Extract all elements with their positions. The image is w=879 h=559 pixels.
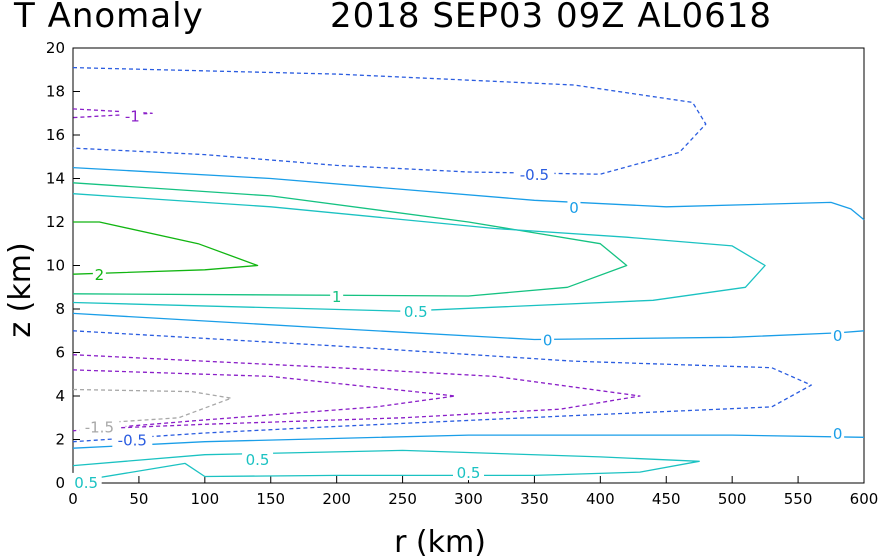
contour-label: 0	[833, 425, 843, 443]
y-tick-label: 8	[55, 300, 65, 318]
contour-line-neg0p5	[72, 330, 812, 443]
contour-label-background	[330, 286, 344, 304]
contour-line-1	[72, 182, 628, 297]
contour-label: -0.5	[118, 432, 147, 450]
contour-label-background	[70, 472, 102, 490]
y-tick-label: 14	[46, 170, 65, 188]
contour-label: 0	[833, 327, 843, 345]
contour-label-background	[242, 450, 274, 468]
x-tick-label: 350	[520, 490, 549, 508]
contour-label: 0.5	[404, 303, 428, 321]
contour-line-0	[72, 166, 865, 221]
contour-label: 0	[543, 331, 553, 349]
x-tick-label: 100	[191, 490, 220, 508]
contour-lines	[72, 66, 865, 483]
x-tick-label: 400	[586, 490, 615, 508]
contour-label-background	[92, 265, 106, 283]
contour-line-0	[72, 312, 865, 341]
contour-label: -1	[125, 107, 140, 125]
x-tick-label: 600	[850, 490, 879, 508]
contour-line-neg1	[72, 354, 641, 432]
y-axis-title: z (km)	[3, 242, 38, 337]
contour-line-0p5	[72, 193, 766, 312]
contour-label-background	[541, 330, 555, 348]
contour-label: 0.5	[246, 451, 270, 469]
y-tick-label: 20	[46, 39, 65, 57]
contour-line-neg1	[72, 108, 153, 119]
x-tick-label: 50	[129, 490, 148, 508]
y-tick-label: 2	[55, 431, 65, 449]
contour-line-neg1	[72, 369, 456, 428]
y-tick-label: 18	[46, 83, 65, 101]
contour-line-0p5	[72, 449, 700, 483]
x-tick-label: 450	[652, 490, 681, 508]
y-tick-label: 10	[46, 257, 65, 275]
y-tick-label: 6	[55, 344, 65, 362]
contour-label: 0.5	[74, 474, 98, 492]
contour-label: 0	[569, 199, 579, 217]
x-axis-title: r (km)	[394, 525, 486, 559]
plot-frame	[72, 47, 865, 484]
contour-label: 0.5	[457, 464, 481, 482]
contour-label: 1	[332, 288, 342, 306]
contour-line-2	[72, 221, 259, 275]
chart-title-datetime-storm: 2018 SEP03 09Z AL0618	[330, 0, 773, 36]
x-tick-label: 200	[322, 490, 351, 508]
x-tick-label: 300	[454, 490, 483, 508]
y-tick-label: 4	[55, 387, 65, 405]
axis-ticks: 0 50 100 150 200 250 300 350 400 450 500 550 6000246…	[46, 39, 878, 508]
contour-label-background	[400, 302, 432, 320]
y-tick-label: 16	[46, 126, 65, 144]
contour-label-background	[831, 423, 845, 441]
x-tick-label: 0	[68, 490, 78, 508]
contour-label-background	[831, 326, 845, 344]
contour-label-background	[514, 165, 555, 183]
chart-title-variable: T Anomaly	[14, 0, 204, 36]
contour-label-background	[453, 463, 484, 481]
contour-label: -0.5	[520, 166, 549, 184]
contour-line-neg0p5	[72, 66, 707, 175]
contour-label-background	[79, 417, 120, 435]
x-tick-label: 550	[784, 490, 813, 508]
contour-line-0	[72, 434, 865, 449]
x-tick-label: 500	[718, 490, 747, 508]
contour-label: 2	[95, 266, 105, 284]
contour-label-background	[112, 430, 153, 448]
x-tick-label: 250	[388, 490, 417, 508]
contour-label-background	[567, 197, 581, 215]
x-tick-label: 150	[256, 490, 285, 508]
contour-label: -1.5	[85, 418, 114, 436]
y-tick-label: 12	[46, 213, 65, 231]
contour-label-background	[121, 106, 144, 124]
y-tick-label: 0	[55, 474, 65, 492]
